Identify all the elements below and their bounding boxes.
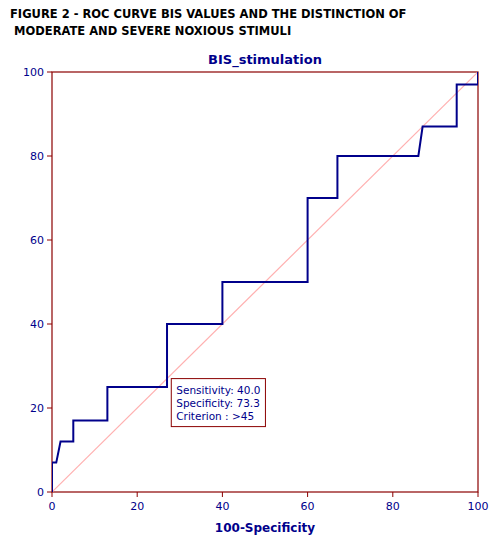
y-tick-label: 20: [30, 402, 44, 415]
x-tick: [392, 492, 393, 497]
x-tick-label: 40: [215, 500, 229, 513]
title: BIS_stimulation: [208, 52, 322, 68]
x-tick: [222, 492, 223, 497]
y-tick: [47, 156, 52, 157]
line: [52, 72, 478, 492]
chart: FIGURE 2 - ROC CURVE BIS VALUES AND THE …: [0, 0, 497, 544]
x-tick-label: 0: [49, 500, 56, 513]
annotation-line: Criterion : >45: [176, 410, 254, 422]
y-tick-label: 60: [30, 234, 44, 247]
y-tick-label: 80: [30, 150, 44, 163]
plot-frame: [52, 72, 478, 492]
x-axis-label: 100-Specificity: [215, 521, 315, 535]
y-tick: [47, 324, 52, 325]
x-tick-label: 60: [301, 500, 315, 513]
line: [52, 72, 478, 492]
y-tick-label: 100: [23, 66, 44, 79]
x-tick: [478, 492, 479, 497]
y-tick: [47, 72, 52, 73]
annotation-text: Sensitivity: 40.0Specificity: 73.3Criter…: [176, 384, 260, 422]
x-tick-label: 100: [468, 500, 489, 513]
annotation-box: [171, 379, 265, 427]
y-tick: [47, 492, 52, 493]
annotation-line: Specificity: 73.3: [176, 397, 260, 409]
header-line: MODERATE AND SEVERE NOXIOUS STIMULI: [10, 24, 291, 38]
x-tick: [137, 492, 138, 497]
annotation: Sensitivity: 40.0Specificity: 73.3Criter…: [171, 379, 265, 427]
annotation-line: Sensitivity: 40.0: [176, 384, 260, 396]
y-tick: [47, 240, 52, 241]
x-tick: [307, 492, 308, 497]
y-tick-label: 0: [37, 486, 44, 499]
y-tick: [47, 408, 52, 409]
y-tick-label: 40: [30, 318, 44, 331]
header-line: FIGURE 2 - ROC CURVE BIS VALUES AND THE …: [10, 7, 406, 21]
x-tick: [52, 492, 53, 497]
x-tick-label: 80: [386, 500, 400, 513]
x-tick-label: 20: [130, 500, 144, 513]
plot-data: [52, 72, 478, 492]
